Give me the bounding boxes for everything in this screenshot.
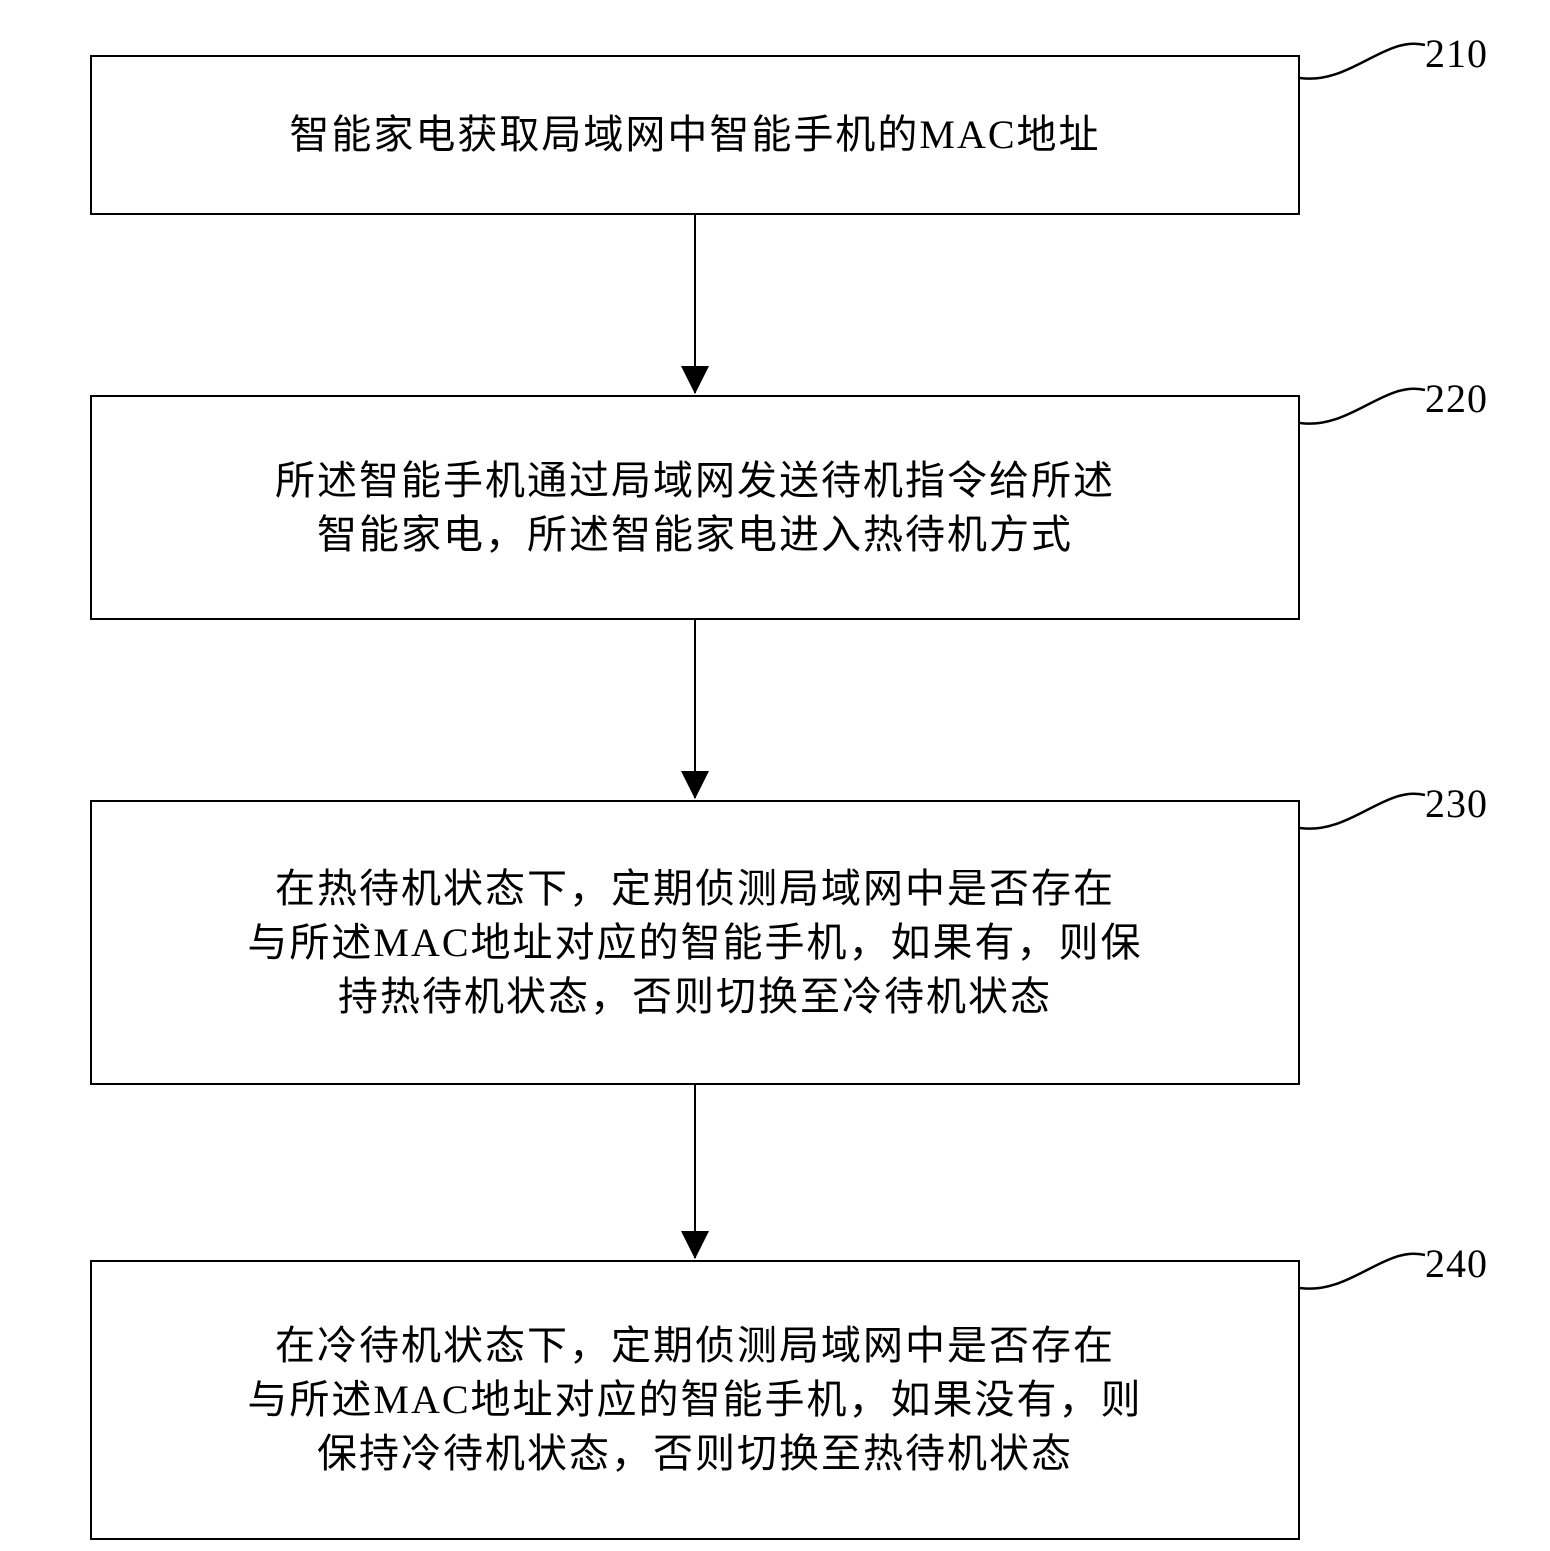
- ref-label-240: 240: [1425, 1240, 1488, 1287]
- node-220: 所述智能手机通过局域网发送待机指令给所述 智能家电，所述智能家电进入热待机方式: [90, 395, 1300, 620]
- flowchart-canvas: 智能家电获取局域网中智能手机的MAC地址 所述智能手机通过局域网发送待机指令给所…: [0, 0, 1550, 1551]
- node-text: 持热待机状态，否则切换至冷待机状态: [338, 970, 1052, 1024]
- node-240: 在冷待机状态下，定期侦测局域网中是否存在 与所述MAC地址对应的智能手机，如果没…: [90, 1260, 1300, 1540]
- edge-210-220: [694, 215, 696, 393]
- ref-label-230: 230: [1425, 780, 1488, 827]
- leader-220: [1290, 375, 1430, 430]
- ref-label-210: 210: [1425, 30, 1488, 77]
- node-230: 在热待机状态下，定期侦测局域网中是否存在 与所述MAC地址对应的智能手机，如果有…: [90, 800, 1300, 1085]
- edge-220-230: [694, 620, 696, 798]
- node-text: 与所述MAC地址对应的智能手机，如果没有，则: [247, 1373, 1142, 1427]
- leader-210: [1290, 30, 1430, 85]
- node-text: 在热待机状态下，定期侦测局域网中是否存在: [275, 862, 1115, 916]
- node-text: 在冷待机状态下，定期侦测局域网中是否存在: [275, 1319, 1115, 1373]
- node-210: 智能家电获取局域网中智能手机的MAC地址: [90, 55, 1300, 215]
- node-text: 与所述MAC地址对应的智能手机，如果有，则保: [247, 916, 1142, 970]
- leader-230: [1290, 780, 1430, 835]
- node-text: 所述智能手机通过局域网发送待机指令给所述: [275, 454, 1115, 508]
- ref-label-220: 220: [1425, 375, 1488, 422]
- leader-240: [1290, 1240, 1430, 1295]
- node-text: 智能家电，所述智能家电进入热待机方式: [317, 508, 1073, 562]
- node-text: 智能家电获取局域网中智能手机的MAC地址: [289, 108, 1100, 162]
- node-text: 保持冷待机状态，否则切换至热待机状态: [317, 1427, 1073, 1481]
- edge-230-240: [694, 1085, 696, 1258]
